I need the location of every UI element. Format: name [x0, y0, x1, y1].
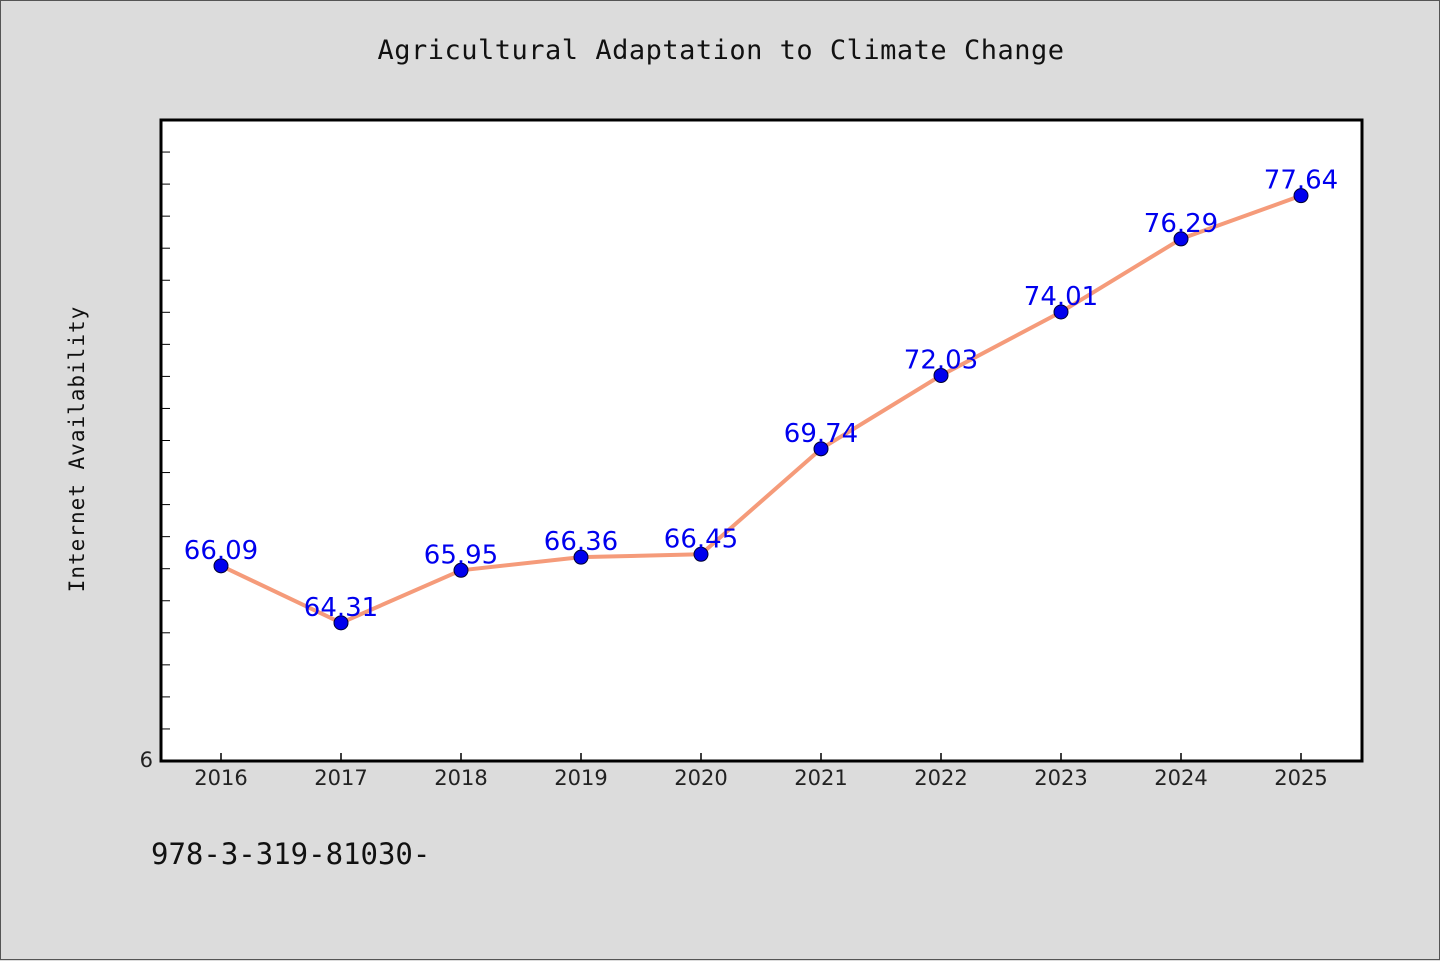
data-point-2018 — [453, 562, 469, 578]
x-tick-label: 2023 — [1034, 766, 1087, 790]
y-tick-label: 6 — [140, 748, 153, 772]
data-label-2017: 64.31 — [304, 593, 378, 623]
data-label-2023: 74.01 — [1024, 282, 1098, 312]
data-point-2024 — [1173, 231, 1189, 247]
x-tick-label: 2024 — [1154, 766, 1207, 790]
data-point-2017 — [333, 615, 349, 631]
series-markers — [213, 188, 1309, 631]
data-point-2023 — [1053, 304, 1069, 320]
footnote-isbn: 978-3-319-81030- — [151, 837, 431, 871]
data-label-2019: 66.36 — [544, 527, 618, 557]
data-point-2020 — [693, 546, 709, 562]
data-label-2022: 72.03 — [904, 345, 978, 375]
data-label-2016: 66.09 — [184, 536, 258, 566]
data-label-2024: 76.29 — [1144, 209, 1218, 239]
chart-title: Agricultural Adaptation to Climate Chang… — [377, 35, 1065, 66]
x-tick-label: 2020 — [674, 766, 727, 790]
data-point-2016 — [213, 558, 229, 574]
x-tick-label: 2021 — [794, 766, 847, 790]
data-point-2019 — [573, 549, 589, 565]
data-point-2022 — [933, 367, 949, 383]
data-label-2018: 65.95 — [424, 540, 498, 570]
x-tick-label: 2016 — [194, 766, 247, 790]
plot-area — [159, 118, 1364, 763]
x-tick-label: 2018 — [434, 766, 487, 790]
data-point-2021 — [813, 441, 829, 457]
data-point-2025 — [1293, 188, 1309, 204]
data-label-2025: 77.64 — [1264, 166, 1338, 196]
x-tick-label: 2017 — [314, 766, 367, 790]
x-tick-label: 2019 — [554, 766, 607, 790]
x-tick-label: 2025 — [1274, 766, 1327, 790]
x-axis-ticks: 2016 2017 2018 2019 2020 2021 2022 2023 2024 2025 — [194, 753, 1328, 790]
data-label-2021: 69.74 — [784, 419, 858, 449]
series-line — [220, 193, 1302, 625]
y-axis-ticks: 6 — [140, 151, 170, 772]
data-labels: 66.09 64.31 65.95 66.36 66.45 69.74 72.03 74.01… — [184, 166, 1338, 623]
data-label-2020: 66.45 — [664, 524, 738, 554]
x-tick-label: 2022 — [914, 766, 967, 790]
